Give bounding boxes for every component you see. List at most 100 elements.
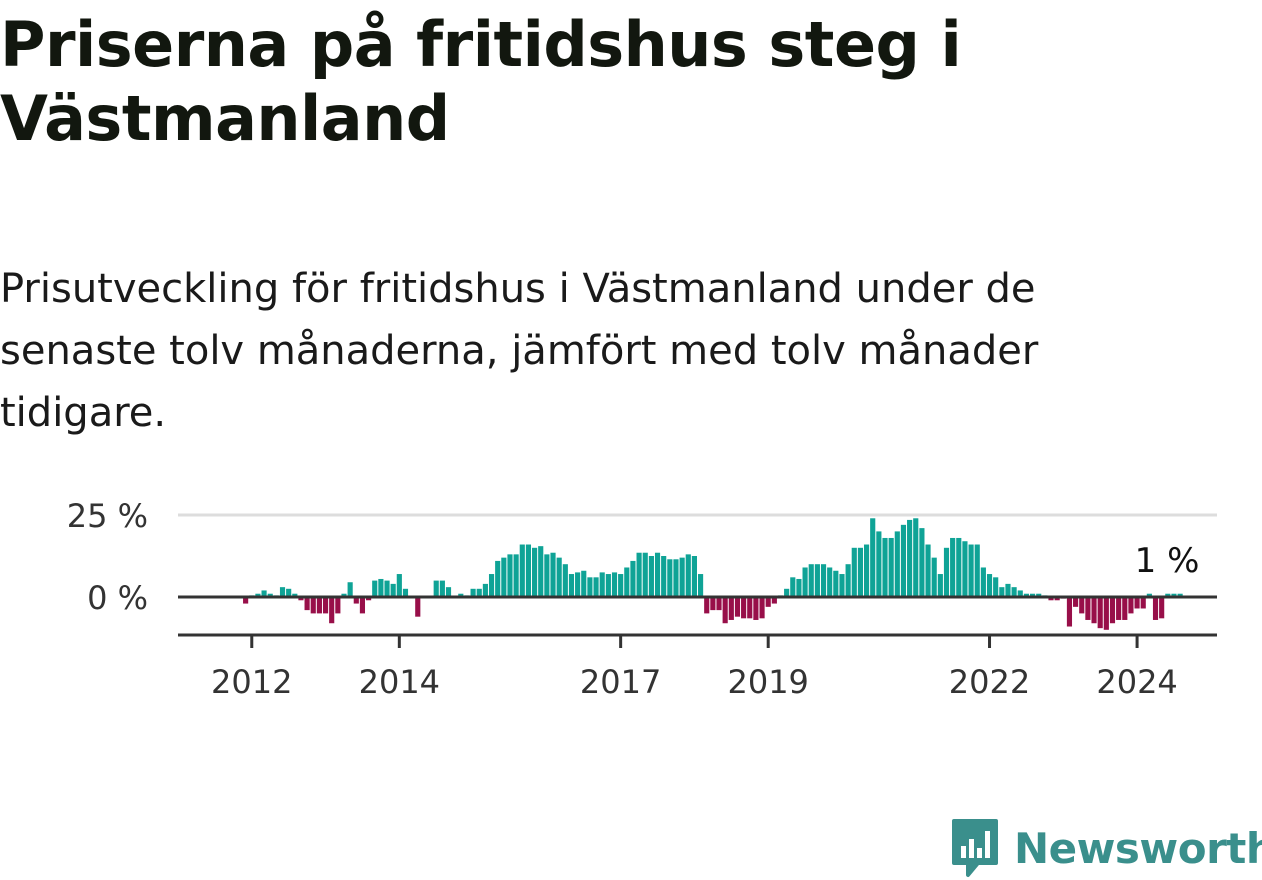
bar bbox=[765, 597, 771, 607]
bar bbox=[962, 541, 968, 597]
y-axis-labels: 0 % 25 % bbox=[67, 497, 148, 617]
bar bbox=[1023, 593, 1029, 597]
x-tick-label: 2014 bbox=[359, 663, 440, 701]
bar bbox=[802, 567, 808, 597]
bar bbox=[562, 564, 568, 597]
bar bbox=[415, 597, 421, 617]
bar bbox=[950, 537, 956, 597]
bar bbox=[741, 597, 747, 619]
bar bbox=[624, 567, 630, 597]
x-tick-label: 2019 bbox=[727, 663, 808, 701]
bar bbox=[722, 597, 728, 624]
bar bbox=[402, 588, 409, 597]
bar bbox=[771, 597, 777, 604]
bar bbox=[304, 597, 310, 611]
bar bbox=[1029, 593, 1036, 597]
bar bbox=[550, 552, 556, 597]
bar bbox=[937, 574, 943, 597]
newsworthy-logo-icon bbox=[952, 819, 998, 877]
bar bbox=[322, 597, 329, 614]
bar bbox=[851, 547, 857, 597]
bar bbox=[335, 597, 341, 614]
bar bbox=[310, 597, 316, 614]
bar bbox=[648, 556, 654, 597]
bar bbox=[993, 577, 999, 597]
bar bbox=[734, 597, 741, 617]
bar bbox=[372, 580, 378, 597]
bar bbox=[827, 567, 833, 597]
bar bbox=[999, 587, 1005, 597]
bar bbox=[501, 557, 507, 597]
bar bbox=[661, 556, 667, 597]
bar bbox=[495, 560, 501, 597]
bar bbox=[581, 570, 587, 597]
bar bbox=[513, 554, 519, 597]
x-tick-label: 2024 bbox=[1096, 663, 1177, 701]
bar bbox=[784, 588, 790, 597]
bar bbox=[857, 547, 863, 597]
bar bbox=[1177, 593, 1183, 597]
bar bbox=[1085, 597, 1091, 620]
bar bbox=[390, 583, 396, 597]
bar bbox=[790, 577, 796, 597]
bar bbox=[956, 537, 962, 597]
bar bbox=[1152, 597, 1159, 620]
bar bbox=[870, 518, 876, 597]
bar bbox=[433, 580, 439, 597]
bar bbox=[445, 587, 452, 597]
y-tick-label: 0 % bbox=[87, 579, 148, 617]
bar bbox=[279, 587, 286, 597]
bar bbox=[396, 574, 402, 597]
bar bbox=[458, 593, 464, 597]
bars bbox=[243, 518, 1183, 630]
bar bbox=[1079, 597, 1085, 614]
bar bbox=[919, 528, 925, 597]
bar bbox=[894, 531, 900, 597]
bar bbox=[359, 597, 366, 614]
bar bbox=[507, 554, 513, 597]
bar bbox=[1017, 590, 1023, 597]
bar bbox=[642, 552, 648, 597]
bar bbox=[986, 574, 993, 597]
bar bbox=[347, 582, 353, 597]
bar bbox=[482, 583, 488, 597]
bar bbox=[882, 537, 888, 597]
bar bbox=[261, 590, 267, 597]
bar bbox=[439, 580, 445, 597]
bar bbox=[519, 544, 525, 597]
brand-name: Newsworthy bbox=[1014, 823, 1262, 873]
bar bbox=[974, 544, 980, 597]
bar bbox=[384, 580, 390, 597]
bar-chart: 0 % 25 % 2012 2014 2017 2019 2022 2024 1 % bbox=[67, 497, 1217, 701]
bar bbox=[255, 593, 261, 597]
bar bbox=[630, 560, 636, 597]
bar bbox=[667, 559, 673, 597]
bar bbox=[888, 537, 894, 597]
bar bbox=[863, 544, 870, 597]
bar bbox=[243, 597, 249, 604]
bar bbox=[556, 557, 562, 597]
bar bbox=[1103, 597, 1109, 630]
bar bbox=[605, 574, 611, 597]
x-tick-label: 2022 bbox=[949, 663, 1030, 701]
bar bbox=[568, 574, 575, 597]
bar bbox=[839, 574, 845, 597]
bar bbox=[913, 518, 919, 597]
chart-subtitle: Prisutveckling för fritidshus i Västmanl… bbox=[0, 266, 1039, 436]
bar bbox=[845, 564, 851, 597]
bar bbox=[1097, 597, 1103, 629]
bar bbox=[525, 544, 532, 597]
bar bbox=[587, 577, 593, 597]
y-tick-label: 25 % bbox=[67, 497, 148, 535]
bar bbox=[1073, 597, 1079, 607]
bar bbox=[366, 597, 372, 601]
x-tick-label: 2012 bbox=[211, 663, 292, 701]
bar bbox=[814, 564, 820, 597]
bar bbox=[900, 524, 907, 597]
bar bbox=[378, 578, 384, 597]
bar bbox=[980, 567, 986, 597]
bar bbox=[876, 531, 882, 597]
bar bbox=[476, 588, 482, 597]
bar bbox=[292, 593, 298, 597]
bar bbox=[1005, 583, 1011, 597]
